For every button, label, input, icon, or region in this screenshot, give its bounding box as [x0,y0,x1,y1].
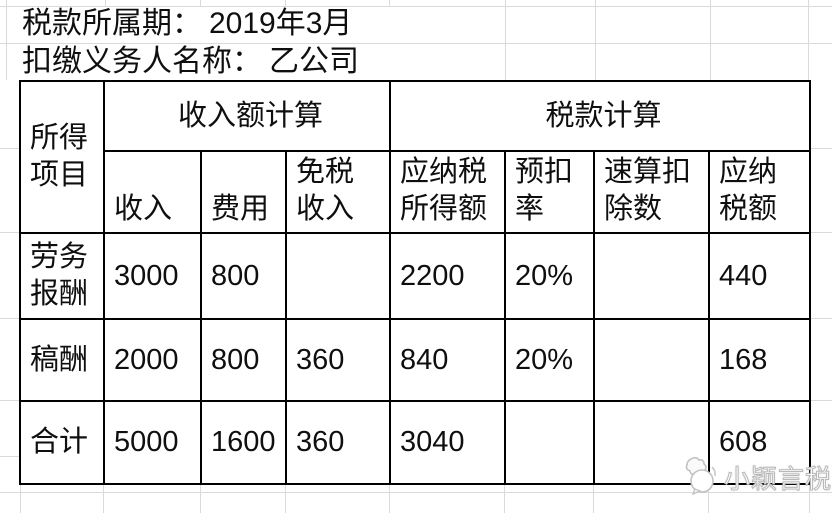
cell-total-taxable[interactable]: 3040 [389,400,506,485]
cell-author-taxfree[interactable]: 360 [285,318,391,402]
gridline [0,400,19,401]
cell-total-taxfree[interactable]: 360 [285,400,391,485]
gridline [0,456,19,457]
cell-labor-income[interactable]: 3000 [103,232,202,320]
cell-labor-deduction[interactable] [593,232,710,320]
gridline [0,318,19,319]
table-row-group-headers: 所得 项目 收入额计算 税款计算 [19,80,812,234]
cell-author-taxable[interactable]: 840 [389,318,506,402]
cell-header-quick-deduction[interactable]: 速算扣 除数 [593,150,710,234]
cell-total-expense[interactable]: 1600 [200,400,287,485]
cell-header-expense[interactable]: 费用 [200,150,287,234]
tax-period-label: 税款所属期： [22,7,202,40]
cell-header-income[interactable]: 收入 [103,150,202,234]
gridline [810,148,832,149]
cell-withholding-agent[interactable]: 扣缴义务人名称： 乙公司 [22,44,359,80]
gridline [0,43,832,44]
cell-author-deduction[interactable] [593,318,710,402]
gridline [810,232,832,233]
table-row-column-headers: 收入 费用 免税 收入 应纳税 所得额 预扣 率 速算扣 除数 应纳 税额 [20,150,812,234]
gridline [20,483,21,513]
gridline [103,483,104,513]
cell-header-taxfree-income[interactable]: 免税 收入 [285,150,391,234]
watermark: 小颖言税 [682,455,832,500]
gridline [105,0,106,6]
cell-header-tax-payable[interactable]: 应纳 税额 [707,150,812,234]
cell-header-withholding-rate[interactable]: 预扣 率 [504,150,595,234]
gridline [708,483,709,513]
cell-tax-period[interactable]: 税款所属期： 2019年3月 [22,6,352,42]
gridline [0,232,19,233]
gridline [593,483,594,513]
cell-author-expense[interactable]: 800 [200,318,287,402]
cell-total-income[interactable]: 5000 [103,400,202,485]
cell-author-rate[interactable]: 20% [504,318,595,402]
gridline [595,0,596,80]
gridline [389,0,390,6]
gridline [200,0,201,6]
cell-labor-taxable[interactable]: 2200 [389,232,506,320]
table-row-total: 合计 5000 1600 360 3040 608 [19,400,812,485]
gridline [505,0,506,80]
cell-group-income-calc[interactable]: 收入额计算 [103,80,391,152]
cell-corner-income-item[interactable]: 所得 项目 [19,80,105,234]
megaphone-icon [682,455,720,500]
cell-total-tax[interactable]: 608 [707,400,812,485]
withholding-agent-value: 乙公司 [269,45,359,78]
watermark-text: 小颖言税 [723,464,832,495]
cell-group-tax-calc[interactable]: 税款计算 [388,80,812,152]
cell-author-income[interactable]: 2000 [103,318,202,402]
cell-total-rate[interactable] [504,400,595,485]
tax-calculation-table: 所得 项目 收入额计算 税款计算 收入 费用 免税 收入 应纳税 所得额 预扣 … [19,80,812,485]
gridline [504,483,505,513]
withholding-agent-label: 扣缴义务人名称： [22,45,262,78]
cell-item-labor[interactable]: 劳务 报酬 [19,232,105,320]
table-row-labor: 劳务 报酬 3000 800 2200 20% 440 [19,232,812,320]
tax-period-value: 2019年3月 [209,7,353,40]
cell-labor-rate[interactable]: 20% [504,232,595,320]
gridline [285,0,286,6]
gridline [200,483,201,513]
cell-labor-expense[interactable]: 800 [200,232,287,320]
cell-header-taxable-income[interactable]: 应纳税 所得额 [389,150,506,234]
gridline [809,483,810,513]
gridline [0,148,19,149]
gridline [0,6,832,7]
gridline [0,492,832,493]
gridline [810,318,832,319]
cell-item-author[interactable]: 稿酬 [19,318,105,402]
gridline [6,0,7,80]
gridline [810,400,832,401]
cell-author-tax[interactable]: 168 [707,318,812,402]
cell-item-total[interactable]: 合计 [19,400,105,485]
table-row-author: 稿酬 2000 800 360 840 20% 168 [19,318,812,402]
cell-labor-tax[interactable]: 440 [707,232,812,320]
gridline [710,0,711,80]
gridline [389,483,390,513]
gridline [285,483,286,513]
gridline [808,0,809,80]
cell-labor-taxfree[interactable] [285,232,391,320]
